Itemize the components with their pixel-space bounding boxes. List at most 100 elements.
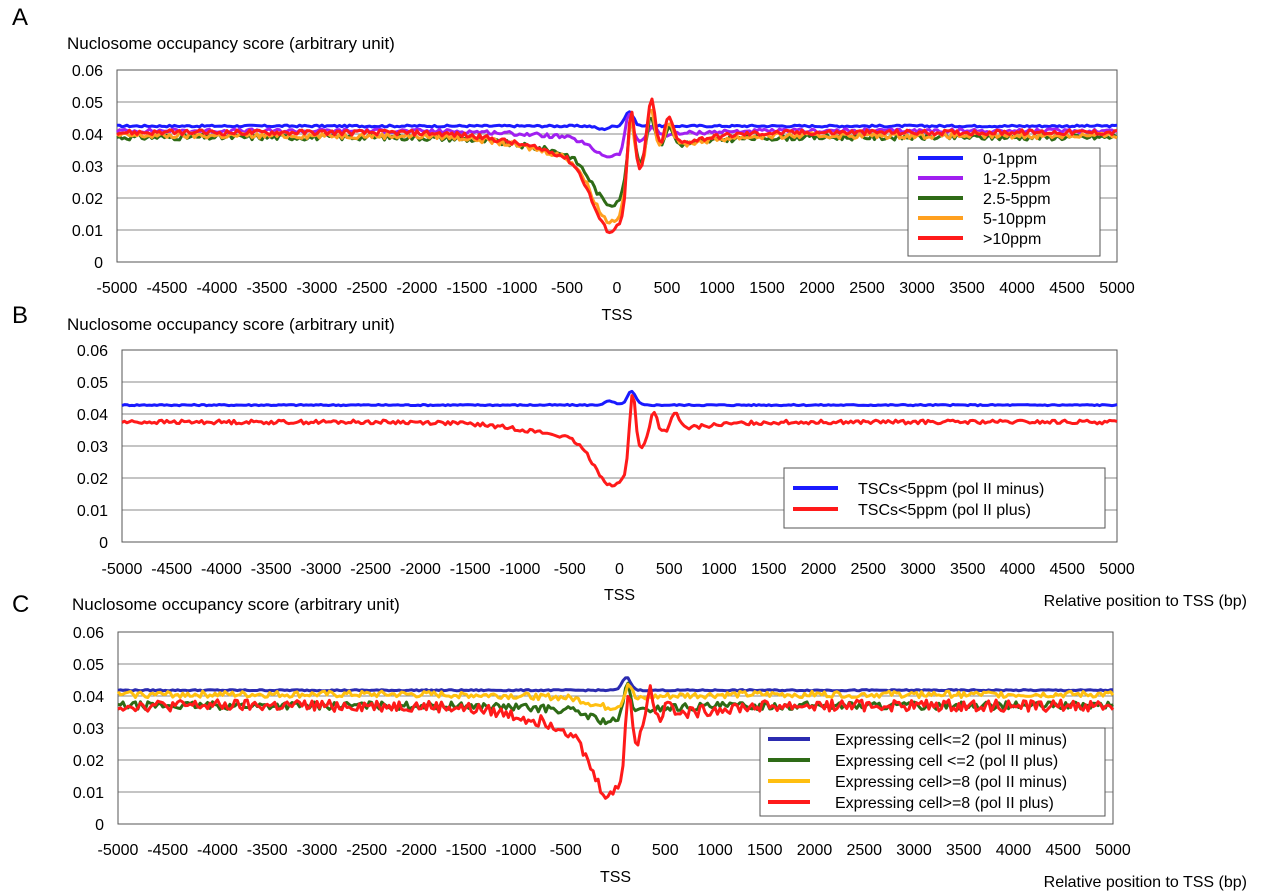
x-tick-label: -2000 — [396, 842, 437, 859]
plot-frame — [116, 69, 1118, 263]
x-tick-label: 5000 — [1099, 561, 1135, 578]
chart-panel-a: A Nuclosome occupancy score (arbitrary un… — [12, 4, 1135, 324]
x-tick-label: 2500 — [846, 842, 882, 859]
y-tick-label: 0.03 — [72, 159, 103, 176]
y-tick-label: 0 — [94, 255, 103, 272]
x-tick-label: -5000 — [97, 280, 138, 297]
legend-box — [759, 727, 1106, 817]
x-tick-label: 0 — [613, 280, 622, 297]
x-tick-label: 4500 — [1045, 842, 1081, 859]
y-tick-label: 0.01 — [73, 785, 104, 802]
tss-label: TSS — [600, 869, 631, 886]
x-tick-label: -5000 — [98, 842, 139, 859]
panel-label: C — [12, 591, 29, 618]
y-tick-label: 0.05 — [72, 95, 103, 112]
x-tick-label: 1000 — [699, 280, 735, 297]
legend-entry: Expressing cell <=2 (pol II plus) — [835, 753, 1058, 770]
y-tick-label: 0.02 — [73, 753, 104, 770]
x-tick-label: 500 — [656, 561, 683, 578]
y-tick-label: 0.05 — [73, 657, 104, 674]
y-tick-label: 0.04 — [77, 407, 108, 424]
x-tick-label: -4500 — [151, 561, 192, 578]
y-tick-label: 0.06 — [72, 63, 103, 80]
x-tick-label: 3000 — [900, 561, 936, 578]
x-tick-label: 4500 — [1049, 561, 1085, 578]
x-tick-label: -3500 — [251, 561, 292, 578]
legend-entry: 0-1ppm — [983, 151, 1037, 168]
x-tick-label: 500 — [652, 842, 679, 859]
x-tick-label: 2500 — [849, 280, 885, 297]
x-axis-label: Relative position to TSS (bp) — [1044, 593, 1247, 610]
y-tick-label: 0.03 — [77, 439, 108, 456]
x-tick-label: 3500 — [950, 561, 986, 578]
x-tick-label: 2000 — [801, 561, 837, 578]
x-tick-label: 4000 — [999, 280, 1035, 297]
x-tick-label: -1000 — [496, 842, 537, 859]
x-tick-label: -2500 — [350, 561, 391, 578]
x-tick-label: -5000 — [102, 561, 143, 578]
y-tick-label: 0.04 — [72, 127, 103, 144]
x-tick-label: 1500 — [749, 280, 785, 297]
y-tick-label: 0.05 — [77, 375, 108, 392]
y-axis-label: Nuclosome occupancy score (arbitrary uni… — [67, 34, 395, 53]
x-tick-label: 1500 — [747, 842, 783, 859]
x-tick-label: -4000 — [197, 842, 238, 859]
series-line-3 — [116, 682, 1115, 712]
y-tick-label: 0.04 — [73, 689, 104, 706]
plot-frame — [121, 349, 1118, 543]
x-tick-label: 4000 — [1000, 561, 1036, 578]
x-tick-label: 1000 — [701, 561, 737, 578]
x-tick-label: -500 — [554, 561, 586, 578]
x-tick-label: -1500 — [450, 561, 491, 578]
x-tick-label: -3500 — [247, 842, 288, 859]
x-tick-label: -4000 — [197, 280, 238, 297]
x-tick-label: -3000 — [301, 561, 342, 578]
x-tick-label: 2000 — [797, 842, 833, 859]
series-line-1 — [116, 110, 1118, 132]
x-tick-label: 3500 — [949, 280, 985, 297]
y-tick-label: 0.01 — [77, 503, 108, 520]
x-tick-label: 2000 — [799, 280, 835, 297]
panel-label: B — [12, 302, 28, 329]
x-tick-label: 3000 — [896, 842, 932, 859]
x-tick-label: -2000 — [400, 561, 441, 578]
x-tick-label: -1500 — [447, 280, 488, 297]
x-tick-label: 0 — [611, 842, 620, 859]
plot-frame — [117, 631, 1114, 825]
x-tick-label: -4000 — [201, 561, 242, 578]
legend-entry: Expressing cell>=8 (pol II plus) — [835, 795, 1054, 812]
x-tick-label: -3500 — [247, 280, 288, 297]
x-tick-label: 1500 — [751, 561, 787, 578]
legend-entry: 1-2.5ppm — [983, 171, 1051, 188]
x-tick-label: -2000 — [397, 280, 438, 297]
series-line-4 — [116, 108, 1118, 225]
y-axis-label: Nuclosome occupancy score (arbitrary uni… — [67, 315, 395, 334]
y-tick-label: 0.03 — [73, 721, 104, 738]
x-tick-label: -1000 — [497, 280, 538, 297]
legend-entry: Expressing cell>=8 (pol II minus) — [835, 774, 1067, 791]
y-tick-label: 0 — [95, 817, 104, 834]
y-tick-label: 0.06 — [73, 625, 104, 642]
panel-label: A — [12, 4, 28, 31]
x-tick-label: -2500 — [347, 280, 388, 297]
series-line-5 — [116, 97, 1118, 235]
x-tick-label: 2500 — [850, 561, 886, 578]
legend-box — [783, 467, 1106, 529]
series-line-4 — [117, 684, 1115, 800]
x-tick-label: 1000 — [697, 842, 733, 859]
tss-label: TSS — [604, 587, 635, 604]
legend-entry: 5-10ppm — [983, 211, 1046, 228]
y-tick-label: 0.02 — [77, 471, 108, 488]
x-tick-label: -500 — [551, 280, 583, 297]
legend-entry: Expressing cell<=2 (pol II minus) — [835, 732, 1067, 749]
x-tick-label: -4500 — [147, 842, 188, 859]
legend-entry: TSCs<5ppm (pol II plus) — [858, 502, 1031, 519]
chart-panel-c: C Nuclosome occupancy score (arbitrary un… — [12, 591, 1247, 891]
x-tick-label: -2500 — [346, 842, 387, 859]
tss-label: TSS — [601, 307, 632, 324]
x-tick-label: -500 — [550, 842, 582, 859]
legend-entry: 2.5-5ppm — [983, 191, 1051, 208]
legend-entry: >10ppm — [983, 231, 1041, 248]
x-tick-label: -3000 — [297, 280, 338, 297]
